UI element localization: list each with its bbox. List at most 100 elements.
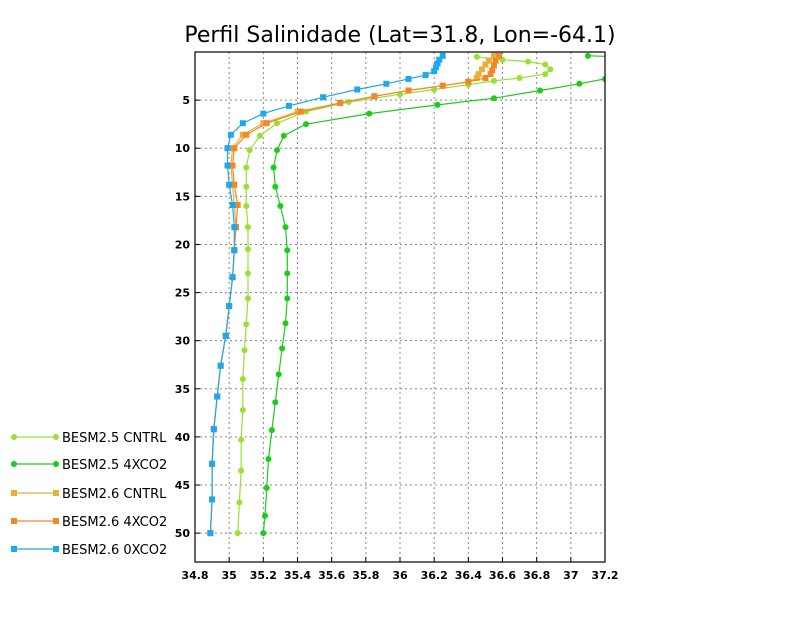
data-point: [272, 399, 279, 406]
data-point: [239, 120, 246, 127]
data-point: [226, 181, 233, 188]
x-tick-label: 34.8: [181, 569, 208, 582]
data-point: [297, 108, 304, 115]
data-point: [241, 347, 248, 354]
data-point: [366, 110, 373, 117]
x-axis-ticks: 34.8 35 35.2 35.4 35.6 35.8 36 36.2 36.4 36.6 36.8…: [181, 557, 619, 582]
legend-marker: [11, 434, 17, 440]
data-point: [439, 52, 446, 59]
series-line: [209, 55, 495, 534]
data-point: [229, 162, 236, 169]
data-point: [320, 94, 327, 101]
data-point: [256, 132, 263, 139]
data-point: [243, 183, 250, 190]
x-tick-label: 36.2: [421, 569, 448, 582]
data-point: [244, 270, 251, 277]
data-point: [244, 295, 251, 302]
grid-lines: [195, 52, 605, 562]
legend-marker: [53, 518, 59, 524]
y-tick-label: 35: [175, 383, 190, 396]
series-line: [237, 56, 552, 534]
y-axis-ticks: 5 10 15 20 25 30 35 40 45 50: [175, 94, 200, 540]
data-point: [431, 86, 438, 93]
y-tick-label: 10: [175, 142, 191, 155]
data-point: [479, 66, 485, 73]
data-point: [482, 61, 489, 68]
x-tick-label: 35.2: [250, 569, 277, 582]
legend-item: BESM2.5 CNTRL: [11, 431, 167, 446]
data-point: [239, 376, 246, 383]
data-point: [243, 321, 250, 328]
data-point: [490, 62, 497, 69]
legend-marker: [11, 546, 17, 552]
data-point: [227, 131, 234, 138]
legend-marker: [11, 461, 17, 467]
legend-label: BESM2.6 0XCO2: [62, 543, 167, 558]
legend-marker: [53, 490, 59, 496]
data-point: [542, 71, 549, 78]
legend-item: BESM2.6 4XCO2: [11, 515, 167, 530]
x-tick-label: 36.6: [489, 569, 516, 582]
data-point: [436, 56, 443, 63]
legend-item: BESM2.5 4XCO2: [11, 458, 167, 473]
data-point: [246, 147, 253, 154]
x-tick-label: 36: [392, 569, 408, 582]
data-point: [270, 164, 277, 171]
data-point: [238, 467, 245, 474]
data-point: [277, 202, 284, 209]
series-besm2-5-cntrl: [234, 53, 554, 537]
data-point: [231, 224, 238, 231]
data-point: [602, 75, 605, 82]
data-point: [260, 530, 267, 537]
data-point: [231, 145, 238, 152]
data-point: [222, 332, 229, 339]
x-tick-label: 36.4: [455, 569, 482, 582]
data-point: [244, 224, 251, 231]
data-point: [262, 512, 269, 519]
data-point: [405, 87, 412, 94]
data-point: [224, 162, 231, 169]
data-point: [487, 71, 494, 78]
data-point: [268, 427, 275, 434]
data-point: [226, 303, 233, 310]
data-point: [576, 80, 583, 87]
data-point: [210, 426, 217, 433]
data-point: [207, 530, 214, 537]
legend-label: BESM2.5 CNTRL: [62, 431, 167, 446]
data-point: [496, 52, 503, 59]
y-tick-label: 30: [175, 335, 191, 348]
data-point: [243, 164, 250, 171]
data-point: [525, 58, 532, 65]
legend-marker: [53, 546, 59, 552]
x-tick-label: 35.8: [352, 569, 379, 582]
legend-item: BESM2.6 0XCO2: [11, 543, 167, 558]
data-point: [260, 120, 267, 127]
data-point: [275, 371, 282, 378]
legend-label: BESM2.6 4XCO2: [62, 515, 167, 530]
legend-marker: [53, 434, 59, 440]
y-tick-label: 15: [175, 190, 190, 203]
data-point: [584, 52, 591, 59]
x-tick-label: 36.8: [523, 569, 550, 582]
x-tick-label: 35.4: [284, 569, 311, 582]
data-point: [284, 247, 291, 254]
data-point: [465, 78, 472, 85]
series-line: [209, 55, 500, 534]
data-point: [619, 54, 625, 60]
data-point: [263, 120, 270, 127]
data-point: [422, 72, 429, 79]
data-point: [238, 436, 245, 443]
chart-title: Perfil Salinidade (Lat=31.8, Lon=-64.1): [184, 23, 615, 48]
data-point: [234, 202, 241, 208]
data-point: [537, 87, 544, 94]
y-tick-label: 40: [175, 431, 191, 444]
data-point: [239, 131, 246, 138]
data-point: [244, 246, 251, 253]
y-tick-label: 45: [175, 479, 190, 492]
data-point: [294, 108, 301, 115]
data-point: [516, 74, 523, 81]
data-point: [217, 362, 224, 369]
data-point: [434, 60, 441, 67]
data-point: [354, 86, 361, 93]
y-tick-label: 50: [175, 527, 191, 540]
